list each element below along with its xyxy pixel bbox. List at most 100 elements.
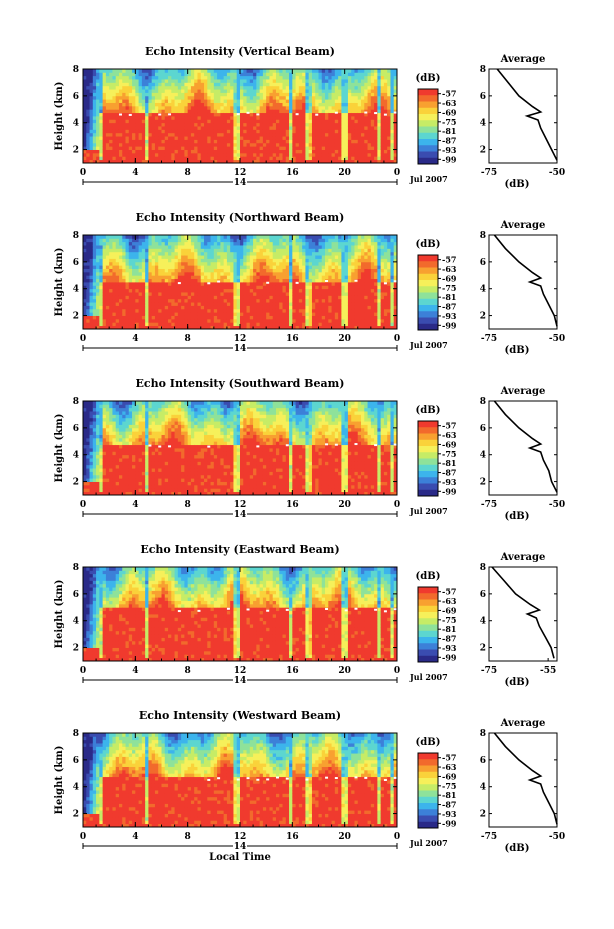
heatmap-cell — [298, 315, 303, 320]
heatmap-cell — [262, 251, 267, 256]
heatmap-cell — [282, 72, 287, 77]
heatmap-cell — [168, 278, 172, 283]
heatmap-cell — [184, 312, 189, 316]
heatmap-cell — [305, 102, 310, 107]
heatmap-cell — [138, 146, 143, 150]
heatmap-cell — [177, 139, 182, 144]
heatmap-cell — [341, 72, 346, 77]
heatmap-cell — [138, 241, 143, 246]
heatmap-cell — [204, 302, 208, 306]
heatmap-cell — [289, 305, 293, 310]
heatmap-cell — [259, 308, 264, 313]
heatmap-cell — [118, 102, 123, 107]
heatmap-cell — [279, 241, 283, 246]
heatmap-cell — [190, 82, 195, 87]
heatmap-cell — [92, 139, 97, 144]
heatmap-cell — [295, 302, 300, 306]
heatmap-cell — [298, 305, 303, 310]
heatmap-cell — [249, 245, 254, 249]
heatmap-cell — [217, 235, 221, 239]
heatmap-cell — [115, 102, 120, 107]
heatmap-cell — [145, 322, 149, 327]
heatmap-cell — [190, 278, 195, 283]
heatmap-cell — [370, 116, 375, 120]
heatmap-cell — [334, 312, 339, 316]
heatmap-cell — [181, 75, 185, 80]
heatmap-cell — [321, 139, 326, 144]
heatmap-cell — [164, 136, 169, 140]
heatmap-cell — [275, 156, 280, 161]
heatmap-cell — [132, 285, 136, 290]
heatmap-cell — [387, 105, 391, 110]
heatmap-cell — [347, 142, 352, 147]
heatmap-cell — [230, 292, 234, 296]
heatmap-cell — [148, 271, 153, 276]
heatmap-cell — [135, 116, 139, 120]
heatmap-cell — [158, 159, 162, 164]
heatmap-cell — [200, 241, 205, 246]
heatmap-cell — [145, 122, 149, 127]
heatmap-cell — [282, 298, 287, 303]
heatmap-cell — [89, 238, 94, 243]
heatmap-cell — [292, 99, 296, 103]
heatmap-cell — [328, 89, 332, 93]
heatmap-cell — [331, 268, 336, 273]
heatmap-cell — [275, 72, 280, 77]
heatmap-cell — [220, 251, 225, 256]
heatmap-cell — [223, 308, 228, 313]
heatmap-cell — [194, 109, 198, 114]
heatmap-cell — [217, 282, 221, 286]
heatmap-cell — [154, 146, 159, 150]
heatmap-cell — [141, 278, 146, 283]
heatmap-cell — [298, 288, 303, 293]
heatmap-cell — [135, 312, 139, 316]
heatmap-cell — [269, 152, 274, 157]
heatmap-cell — [168, 92, 172, 97]
heatmap-cell — [328, 132, 332, 137]
heatmap-cell — [325, 152, 329, 157]
heatmap-cell — [240, 292, 244, 296]
heatmap-cell — [302, 312, 306, 316]
heatmap-cell — [109, 295, 113, 300]
heatmap-cell — [275, 325, 280, 330]
heatmap-cell — [132, 271, 136, 276]
heatmap-cell — [338, 85, 342, 90]
heatmap-cell — [289, 268, 293, 273]
heatmap-cell — [269, 142, 274, 147]
heatmap-cell — [122, 282, 126, 286]
heatmap-cell — [253, 95, 257, 100]
heatmap-cell — [249, 102, 254, 107]
heatmap-cell — [315, 105, 319, 110]
heatmap-cell — [171, 136, 175, 140]
heatmap-cell — [200, 268, 205, 273]
heatmap-cell — [344, 129, 349, 134]
heatmap-cell — [197, 268, 202, 273]
heatmap-cell — [298, 126, 303, 130]
heatmap-cell — [315, 85, 319, 90]
heatmap-cell — [112, 105, 117, 110]
heatmap-cell — [249, 156, 254, 161]
heatmap-cell — [328, 241, 332, 246]
heatmap-cell — [96, 79, 100, 83]
heatmap-cell — [128, 85, 133, 90]
heatmap-cell — [174, 149, 179, 154]
heatmap-cell — [135, 238, 139, 243]
heatmap-cell — [92, 241, 97, 246]
heatmap-cell — [148, 89, 153, 93]
heatmap-cell — [354, 69, 359, 73]
heatmap-cell — [92, 325, 97, 330]
heatmap-cell — [151, 152, 156, 157]
heatmap-cell — [315, 109, 319, 114]
heatmap-cell — [118, 251, 123, 256]
heatmap-cell — [164, 278, 169, 283]
heatmap-cell — [377, 82, 382, 87]
heatmap-cell — [171, 315, 175, 320]
heatmap-cell — [171, 89, 175, 93]
heatmap-cell — [269, 85, 274, 90]
heatmap-cell — [128, 312, 133, 316]
heatmap-cell — [266, 132, 270, 137]
heatmap-cell — [158, 255, 162, 259]
heatmap-cell — [249, 92, 254, 97]
heatmap-cell — [269, 129, 274, 134]
heatmap-cell — [148, 302, 153, 306]
